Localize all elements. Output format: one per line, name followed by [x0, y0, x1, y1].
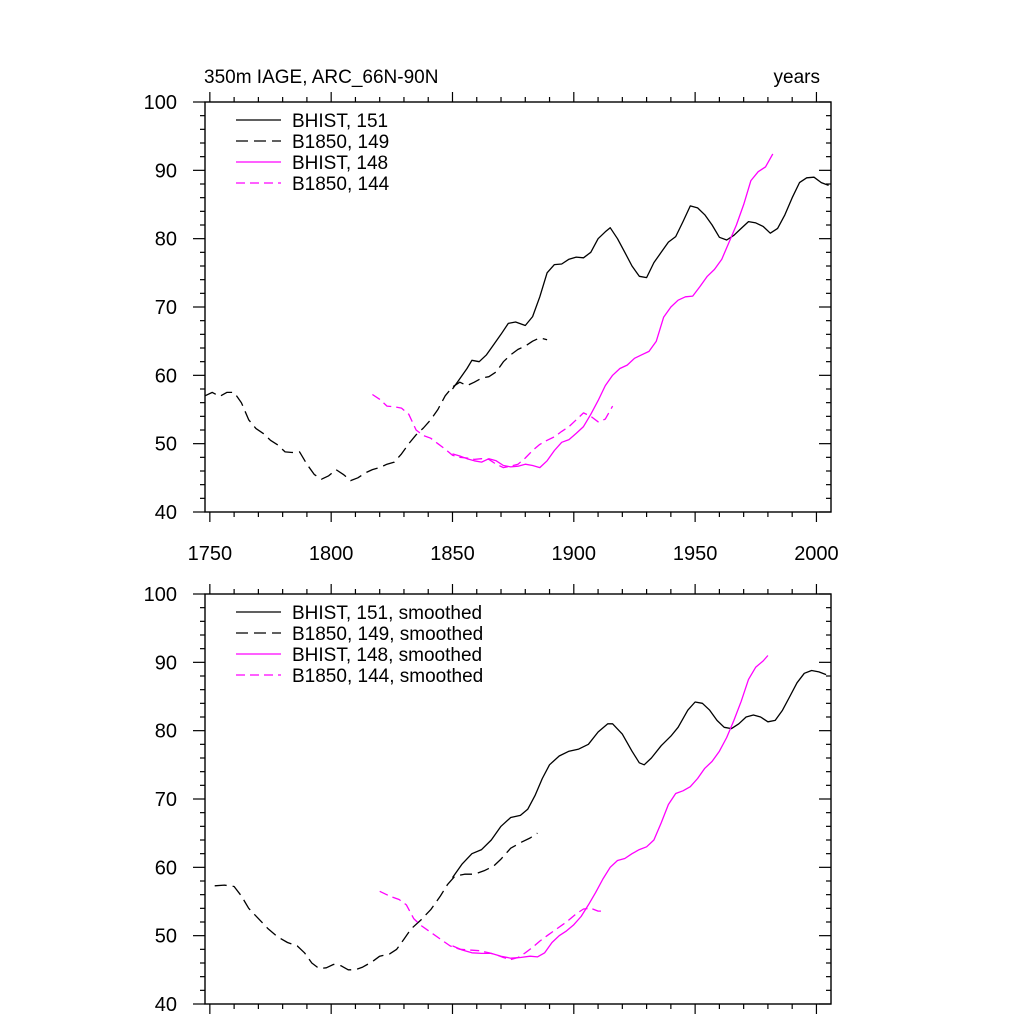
x-tick-label-top-1900: 1900 — [552, 543, 597, 565]
y-tick-label-bottom-50: 50 — [155, 926, 177, 948]
series-line-bottom-1 — [214, 832, 538, 971]
x-tick-label-top-1750: 1750 — [188, 543, 233, 565]
y-tick-label-top-100: 100 — [144, 92, 177, 114]
series-line-bottom-0 — [451, 669, 827, 878]
y-tick-label-bottom-70: 70 — [155, 789, 177, 811]
y-tick-label-top-50: 50 — [155, 434, 177, 456]
y-tick-label-bottom-100: 100 — [144, 584, 177, 606]
legend-label-bottom-2: BHIST, 148, smoothed — [292, 645, 482, 666]
panel-top-units: years — [774, 67, 820, 88]
series-line-top-3 — [372, 393, 614, 469]
y-tick-label-bottom-40: 40 — [155, 994, 177, 1016]
legend-label-top-3: B1850, 144 — [292, 174, 390, 195]
y-tick-label-top-70: 70 — [155, 297, 177, 319]
y-tick-label-top-90: 90 — [155, 160, 177, 182]
legend-label-bottom-3: B1850, 144, smoothed — [292, 666, 483, 687]
panel-top: 350m IAGE, ARC_66N-90N years 40 50 60 70 80 9… — [144, 67, 839, 565]
x-tick-label-top-2000: 2000 — [794, 543, 839, 565]
legend-label-top-1: B1850, 149 — [292, 132, 389, 153]
legend-label-top-0: BHIST, 151 — [292, 111, 388, 132]
series-line-top-1 — [204, 337, 548, 482]
y-tick-label-top-60: 60 — [155, 365, 177, 387]
panel-top-title: 350m IAGE, ARC_66N-90N — [204, 67, 438, 88]
series-line-top-0 — [451, 176, 829, 390]
y-tick-label-top-80: 80 — [155, 229, 177, 251]
series-line-top-2 — [452, 153, 774, 469]
x-tick-label-top-1950: 1950 — [673, 543, 718, 565]
legend-label-bottom-1: B1850, 149, smoothed — [292, 624, 483, 645]
y-tick-label-bottom-60: 60 — [155, 857, 177, 879]
x-tick-label-top-1850: 1850 — [430, 543, 475, 565]
y-tick-label-top-40: 40 — [155, 502, 177, 524]
y-tick-label-bottom-90: 90 — [155, 652, 177, 674]
series-line-bottom-3 — [379, 890, 606, 961]
series-line-bottom-2 — [452, 655, 769, 959]
x-tick-label-top-1800: 1800 — [309, 543, 354, 565]
legend-label-bottom-0: BHIST, 151, smoothed — [292, 603, 482, 624]
legend-label-top-2: BHIST, 148 — [292, 153, 388, 174]
y-tick-label-bottom-80: 80 — [155, 721, 177, 743]
